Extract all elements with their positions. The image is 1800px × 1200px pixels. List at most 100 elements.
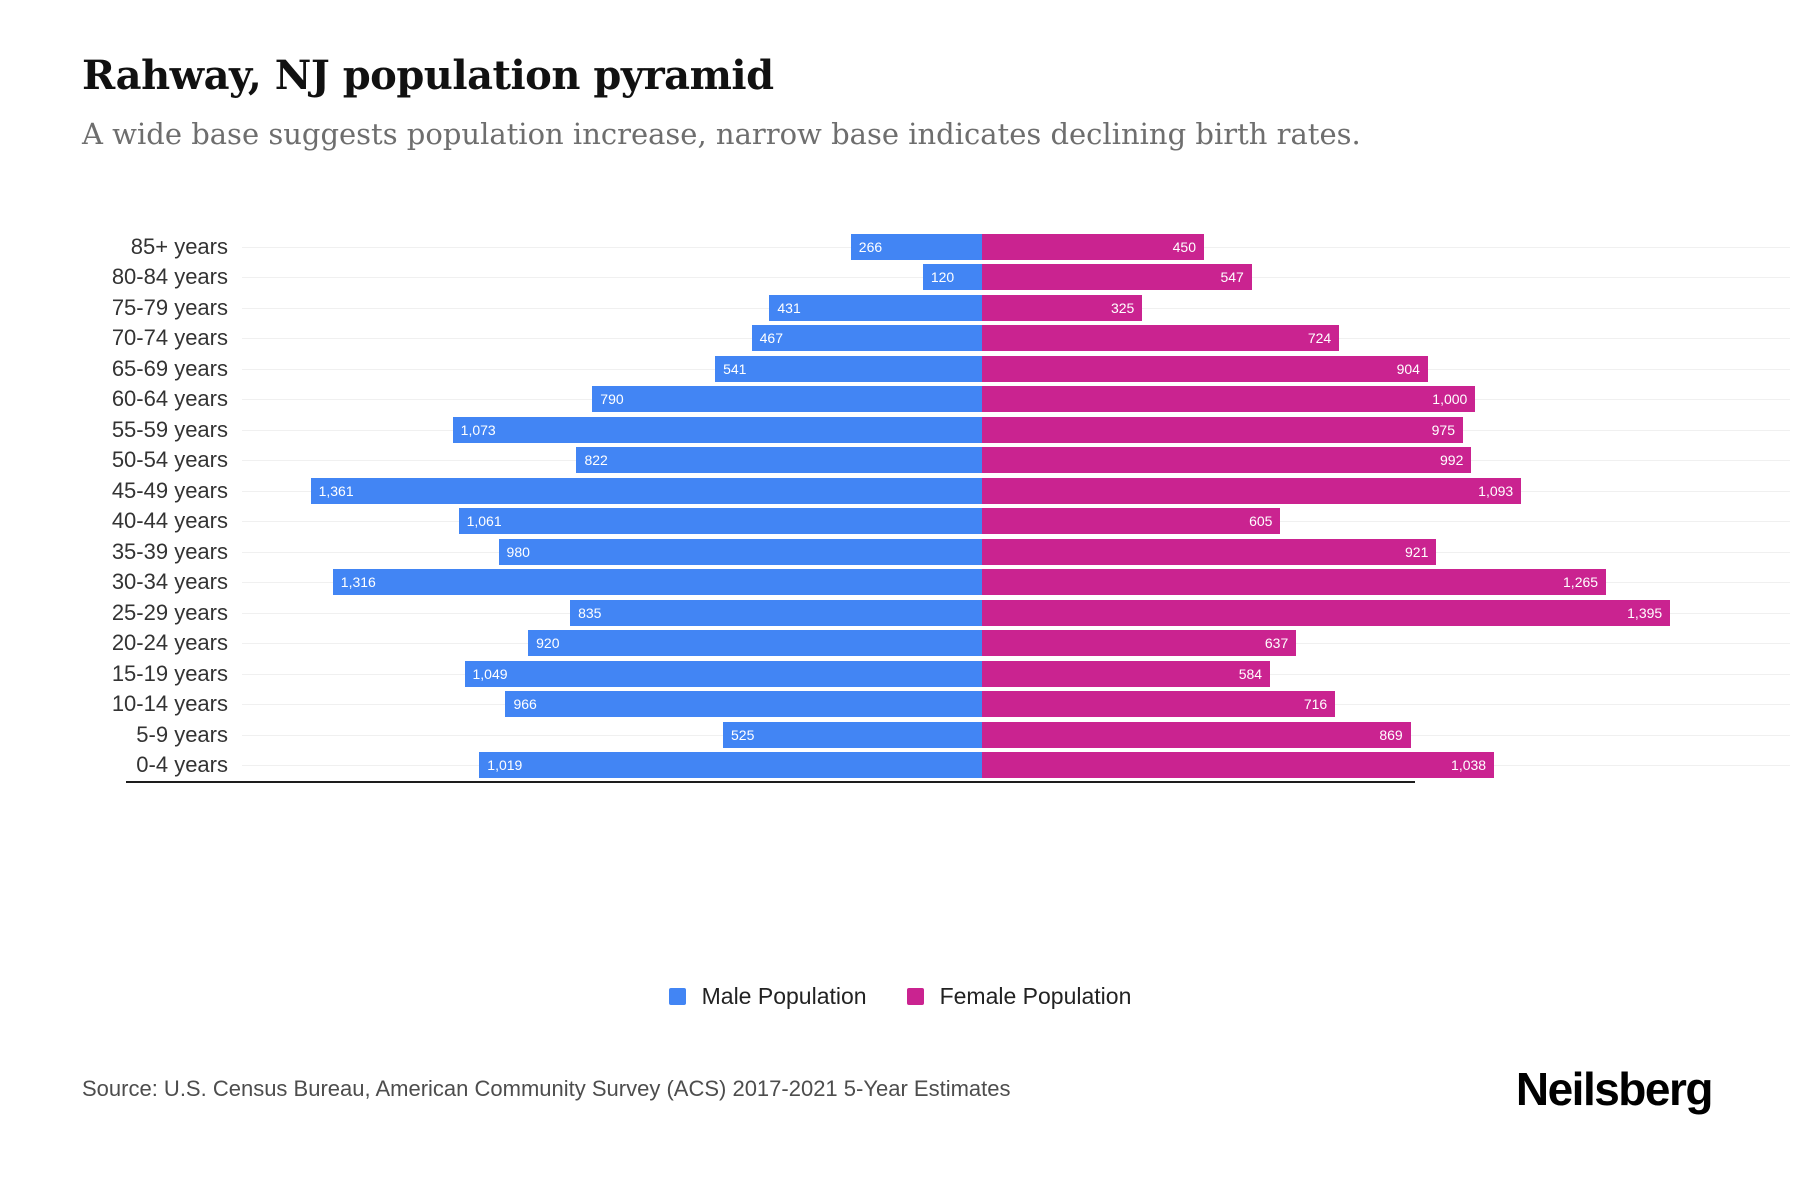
female-bar: 1,000 [982,386,1476,413]
age-group-label: 0-4 years [136,752,228,778]
male-value-label: 1,073 [460,421,496,438]
female-zone: 716 [982,691,1790,718]
female-bar: 921 [982,538,1437,565]
row-plot: 525 869 [242,720,1790,751]
source-attribution: Source: U.S. Census Bureau, American Com… [82,1075,1011,1101]
pyramid-row: 50-54 years 822 992 [82,445,1790,476]
chart-subtitle: A wide base suggests population increase… [82,117,1361,151]
female-value-label: 975 [1431,421,1455,438]
pyramid-row: 40-44 years 1,061 605 [82,506,1790,537]
female-value-label: 992 [1440,452,1464,469]
male-bar: 1,361 [310,477,982,504]
age-group-label: 45-49 years [111,477,228,503]
neilsberg-logo: Neilsberg [1515,1062,1714,1115]
female-zone: 1,265 [982,569,1790,596]
pyramid-row: 45-49 years 1,361 1,093 [82,476,1790,507]
male-legend-label: Male Population [701,982,867,1009]
male-zone: 467 [242,325,982,352]
male-legend-swatch-icon [668,987,686,1005]
female-zone: 637 [982,630,1790,657]
age-group-label: 80-84 years [111,264,228,290]
row-plot: 980 921 [242,537,1790,568]
female-zone: 547 [982,264,1790,291]
female-legend-label: Female Population [939,982,1132,1009]
male-zone: 1,361 [242,477,982,504]
male-zone: 822 [242,447,982,474]
female-bar: 584 [982,660,1271,687]
male-value-label: 525 [731,726,755,743]
male-zone: 120 [242,264,982,291]
female-value-label: 1,395 [1627,604,1663,621]
pyramid-row: 30-34 years 1,316 1,265 [82,567,1790,598]
female-value-label: 1,038 [1451,757,1487,774]
male-zone: 1,049 [242,660,982,687]
male-zone: 1,061 [242,508,982,535]
pyramid-row: 25-29 years 835 1,395 [82,598,1790,629]
male-bar: 966 [505,691,982,718]
age-group-label: 15-19 years [111,660,228,686]
female-bar: 992 [982,447,1472,474]
male-value-label: 835 [578,604,602,621]
female-bar: 547 [982,264,1252,291]
male-bar: 1,073 [452,416,982,443]
female-bar: 637 [982,630,1297,657]
female-bar: 724 [982,325,1340,352]
male-value-label: 120 [930,269,955,286]
male-zone: 541 [242,355,982,382]
row-plot: 541 904 [242,354,1790,385]
male-zone: 835 [242,599,982,626]
male-zone: 966 [242,691,982,718]
male-value-label: 966 [513,696,537,713]
male-value-label: 920 [536,635,560,652]
legend-item-male: Male Population [668,982,867,1010]
male-bar: 835 [570,599,982,626]
female-bar: 605 [982,508,1281,535]
row-plot: 790 1,000 [242,384,1790,415]
male-value-label: 1,049 [472,665,508,682]
row-plot: 1,049 584 [242,659,1790,690]
legend-item-female: Female Population [906,982,1132,1010]
pyramid-row: 10-14 years 966 716 [82,689,1790,720]
pyramid-row: 70-74 years 467 724 [82,323,1790,354]
row-plot: 920 637 [242,628,1790,659]
male-value-label: 1,361 [318,482,354,499]
female-zone: 921 [982,538,1790,565]
male-bar: 1,019 [479,752,982,779]
female-value-label: 1,265 [1563,574,1599,591]
female-bar: 869 [982,721,1411,748]
row-plot: 266 450 [242,232,1790,263]
female-zone: 1,093 [982,477,1790,504]
female-zone: 992 [982,447,1790,474]
pyramid-chart: 85+ years 266 450 80-84 years [0,232,1800,783]
male-bar: 1,049 [464,660,982,687]
male-zone: 920 [242,630,982,657]
male-bar: 790 [592,386,982,413]
age-group-label: 85+ years [130,233,228,259]
female-bar: 904 [982,355,1428,382]
female-value-label: 325 [1110,299,1135,316]
male-bar: 822 [576,447,982,474]
male-value-label: 266 [858,238,883,255]
female-zone: 1,038 [982,752,1790,779]
age-group-label: 25-29 years [111,599,228,625]
male-bar: 541 [715,355,982,382]
male-value-label: 1,316 [340,574,376,591]
female-value-label: 724 [1307,330,1332,347]
female-zone: 869 [982,721,1790,748]
male-zone: 1,316 [242,569,982,596]
age-group-label: 20-24 years [111,630,228,656]
male-value-label: 790 [600,391,624,408]
row-plot: 966 716 [242,689,1790,720]
age-group-label: 35-39 years [111,538,228,564]
row-plot: 1,061 605 [242,506,1790,537]
chart-footer: Source: U.S. Census Bureau, American Com… [0,1062,1800,1116]
female-value-label: 921 [1405,543,1429,560]
female-zone: 1,395 [982,599,1790,626]
male-zone: 790 [242,386,982,413]
age-group-label: 5-9 years [136,721,228,747]
age-group-label: 65-69 years [111,355,228,381]
male-value-label: 822 [584,452,608,469]
row-plot: 120 547 [242,262,1790,293]
chart-header: Rahway, NJ population pyramid A wide bas… [0,52,1800,154]
pyramid-row: 55-59 years 1,073 975 [82,415,1790,446]
